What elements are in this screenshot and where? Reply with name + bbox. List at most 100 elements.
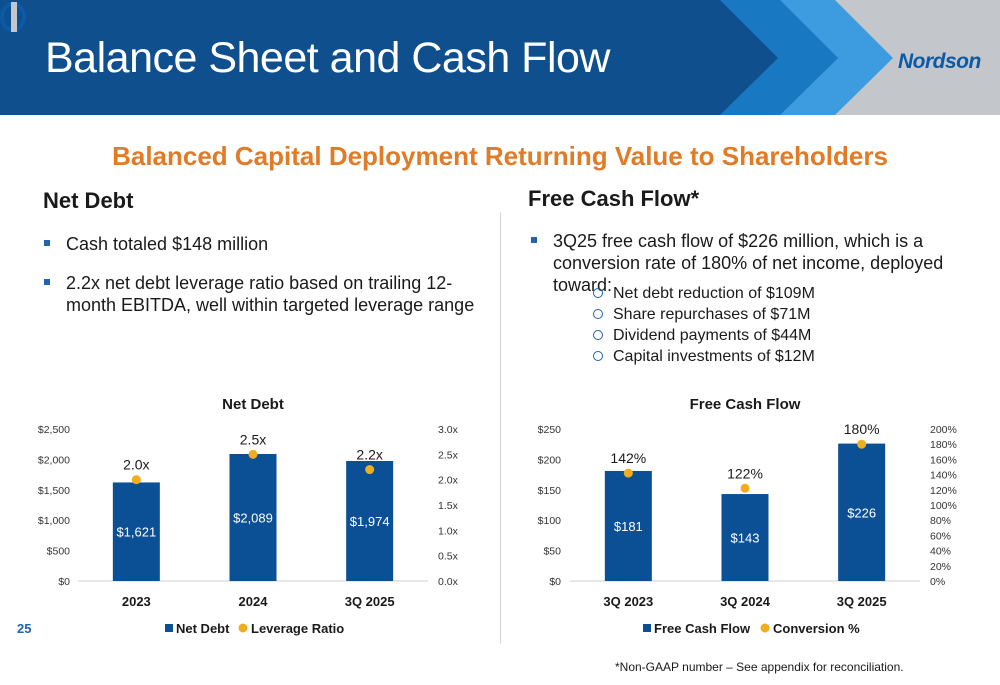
net-debt-bar-value-label: $1,621 [116, 525, 156, 540]
sub-bullet-text: Share repurchases of $71M [613, 306, 811, 323]
fcf-heading: Free Cash Flow* [528, 186, 700, 211]
slide-subtitle: Balanced Capital Deployment Returning Va… [112, 141, 888, 171]
nordson-logo-icon [0, 2, 26, 32]
sub-bullet-text: Net debt reduction of $109M [613, 285, 815, 302]
fcf-ratio-label: 142% [610, 450, 646, 466]
fcf-ratio-dot [857, 439, 867, 449]
net-debt-category-label: 3Q 2025 [345, 594, 395, 609]
footnote: *Non-GAAP number – See appendix for reco… [615, 660, 904, 674]
fcf-legend-label: Free Cash Flow [654, 621, 751, 636]
fcf-bar-value-label: $143 [731, 531, 760, 546]
bullet-text: Cash totaled $148 million [66, 234, 269, 254]
net-debt-ratio-label: 2.0x [123, 457, 149, 473]
net-debt-y2-tick-label: 3.0x [438, 424, 459, 436]
fcf-y2-tick-label: 120% [930, 485, 957, 497]
net-debt-ratio-label: 2.5x [240, 431, 266, 447]
fcf-sub-bullet-1: Net debt reduction of $109M [593, 285, 815, 303]
fcf-sub-bullet-2: Share repurchases of $71M [593, 306, 811, 324]
circle-bullet-icon [593, 351, 603, 361]
net-debt-bar-value-label: $1,974 [350, 514, 390, 529]
fcf-bar-value-label: $226 [847, 505, 876, 520]
fcf-category-label: 3Q 2023 [603, 594, 653, 609]
net-debt-bar [112, 482, 160, 581]
fcf-y2-tick-label: 20% [930, 561, 951, 573]
fcf-y2-tick-label: 80% [930, 515, 951, 527]
net-debt-legend-bar-swatch [165, 624, 173, 632]
net-debt-title: Net Debt [222, 396, 284, 413]
page-number: 25 [17, 621, 32, 636]
net-debt-y-tick-label: $500 [47, 546, 71, 558]
net-debt-y2-tick-label: 0.5x [438, 551, 459, 563]
net-debt-y2-tick-label: 2.5x [438, 449, 459, 461]
fcf-y2-tick-label: 160% [930, 454, 957, 466]
net-debt-ratio-dot [131, 475, 141, 485]
fcf-y2-tick-label: 140% [930, 470, 957, 482]
net-debt-y2-tick-label: 0.0x [438, 576, 459, 588]
fcf-y-tick-label: $50 [543, 546, 561, 558]
net-debt-legend-label: Net Debt [176, 621, 230, 636]
net-debt-bullet-1: Cash totaled $148 million [44, 233, 486, 255]
column-divider [500, 212, 501, 644]
sub-bullet-text: Dividend payments of $44M [613, 327, 812, 344]
fcf-y2-tick-label: 180% [930, 439, 957, 451]
fcf-sub-bullet-4: Capital investments of $12M [593, 348, 815, 366]
nordson-logo-text: Nordson [898, 50, 981, 73]
fcf-legend-bar-swatch [643, 624, 651, 632]
net-debt-bar [346, 460, 394, 581]
fcf-ratio-label: 122% [727, 465, 763, 481]
net-debt-ratio-dot [248, 449, 258, 459]
sub-bullet-text: Capital investments of $12M [613, 348, 815, 365]
fcf-y-tick-label: $150 [538, 485, 562, 497]
fcf-y-tick-label: $0 [549, 576, 561, 588]
fcf-ratio-label: 180% [844, 421, 880, 437]
net-debt-legend-dot-swatch [238, 623, 248, 633]
fcf-y2-tick-label: 40% [930, 546, 951, 558]
fcf-ratio-dot [623, 468, 633, 478]
fcf-y2-tick-label: 100% [930, 500, 957, 512]
fcf-y2-tick-label: 200% [930, 424, 957, 436]
net-debt-ratio-label: 2.2x [356, 447, 382, 463]
fcf-y2-tick-label: 0% [930, 576, 945, 588]
square-bullet-icon [44, 240, 50, 246]
fcf-ratio-dot [740, 483, 750, 493]
square-bullet-icon [531, 237, 537, 243]
net-debt-bar-value-label: $2,089 [233, 510, 273, 525]
bullet-text: 2.2x net debt leverage ratio based on tr… [66, 273, 475, 315]
net-debt-ratio-dot [365, 465, 375, 475]
fcf-sub-bullet-3: Dividend payments of $44M [593, 327, 812, 345]
circle-bullet-icon [593, 309, 603, 319]
net-debt-bar [229, 453, 277, 581]
fcf-y-tick-label: $250 [538, 424, 562, 436]
net-debt-y-tick-label: $1,000 [38, 515, 70, 527]
net-debt-y2-tick-label: 1.5x [438, 500, 459, 512]
circle-bullet-icon [593, 330, 603, 340]
net-debt-chart: Net Debt $0 $500 $1,000 $1,500 $2,000 $2,500 0.… [38, 396, 459, 636]
net-debt-y-tick-label: $2,500 [38, 424, 70, 436]
fcf-bar [604, 470, 652, 581]
fcf-y2-tick-label: 60% [930, 530, 951, 542]
slide-title: Balance Sheet and Cash Flow [45, 34, 610, 82]
fcf-title: Free Cash Flow [690, 396, 801, 413]
fcf-legend-dot-swatch [760, 623, 770, 633]
fcf-bar-value-label: $181 [614, 519, 643, 534]
net-debt-category-label: 2023 [122, 594, 151, 609]
net-debt-legend-label: Leverage Ratio [251, 621, 344, 636]
net-debt-bullet-2: 2.2x net debt leverage ratio based on tr… [44, 272, 486, 316]
header-banner: Balance Sheet and Cash Flow Nordson [0, 0, 1000, 115]
net-debt-y2-tick-label: 1.0x [438, 525, 459, 537]
square-bullet-icon [44, 279, 50, 285]
fcf-category-label: 3Q 2025 [837, 594, 887, 609]
fcf-y-tick-label: $200 [538, 454, 562, 466]
circle-bullet-icon [593, 288, 603, 298]
fcf-bar [838, 443, 886, 581]
net-debt-category-label: 2024 [239, 594, 269, 609]
fcf-category-label: 3Q 2024 [720, 594, 771, 609]
net-debt-y-tick-label: $2,000 [38, 454, 70, 466]
header-background [0, 0, 1000, 115]
net-debt-y-tick-label: $1,500 [38, 485, 70, 497]
net-debt-y-tick-label: $0 [58, 576, 70, 588]
fcf-bar [721, 494, 769, 581]
net-debt-y2-tick-label: 2.0x [438, 475, 459, 487]
fcf-legend-label: Conversion % [773, 621, 860, 636]
fcf-y-tick-label: $100 [538, 515, 562, 527]
